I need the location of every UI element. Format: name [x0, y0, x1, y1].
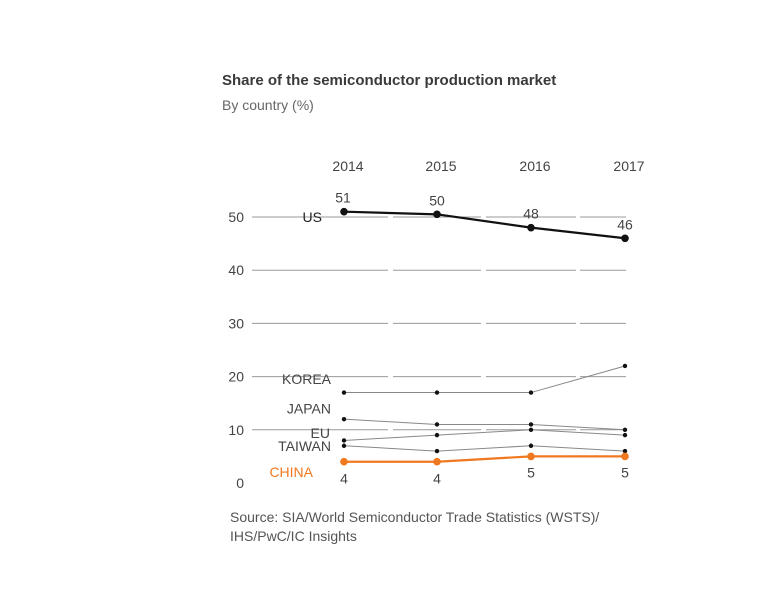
data-point-taiwan: [341, 443, 347, 448]
data-label: 51: [335, 190, 351, 206]
series-label-japan: JAPAN: [287, 401, 331, 417]
data-point-us: [621, 234, 629, 243]
data-point-eu: [528, 427, 534, 432]
data-point-us: [433, 210, 441, 219]
data-point-us: [527, 223, 535, 232]
data-point-japan: [434, 422, 440, 427]
data-point-japan: [528, 422, 534, 427]
data-point-japan: [622, 427, 628, 432]
data-label: 5: [527, 464, 535, 480]
series-line-japan: [343, 418, 626, 431]
data-point-japan: [341, 416, 347, 422]
series-label-us: US: [303, 209, 322, 225]
series-label-taiwan: TAIWAN: [278, 438, 331, 454]
y-tick-label: 30: [228, 315, 244, 331]
x-tick-label: 2017: [613, 158, 644, 174]
data-point-china: [527, 452, 535, 461]
series-label-eu: EU: [311, 425, 330, 441]
series-line-eu: [343, 429, 626, 441]
x-tick-label: 2014: [332, 158, 363, 174]
data-point-korea: [528, 390, 534, 395]
data-label: 4: [433, 471, 441, 487]
series-line-china: [344, 455, 625, 463]
data-point-korea: [341, 390, 347, 395]
source-note: Source: SIA/World Semiconductor Trade St…: [230, 509, 600, 544]
data-point-eu: [622, 432, 628, 438]
data-label: 48: [523, 206, 539, 222]
data-label: 46: [617, 216, 633, 232]
series-line-us: [343, 210, 626, 240]
data-point-taiwan: [434, 448, 440, 454]
data-point-china: [621, 452, 629, 461]
chart-title: Share of the semiconductor production ma…: [222, 72, 557, 89]
series-label-korea: KOREA: [282, 371, 332, 387]
data-point-china: [340, 457, 348, 466]
data-label: 50: [429, 192, 445, 208]
y-tick-label: 20: [228, 369, 244, 385]
data-label: 4: [340, 471, 348, 487]
y-tick-label: 40: [228, 262, 244, 278]
data-point-eu: [341, 438, 347, 443]
x-tick-label: 2016: [519, 158, 550, 174]
x-tick-label: 2015: [425, 158, 456, 174]
data-point-korea: [434, 390, 440, 395]
series-label-china: CHINA: [269, 464, 313, 480]
y-tick-label: 0: [236, 475, 244, 491]
y-tick-label: 10: [228, 422, 244, 438]
chart-subtitle: By country (%): [222, 97, 314, 113]
data-point-taiwan: [622, 448, 628, 454]
y-tick-label: 50: [228, 209, 244, 225]
data-point-eu: [434, 432, 440, 438]
data-point-taiwan: [528, 443, 534, 448]
data-point-china: [433, 457, 441, 466]
series-line-taiwan: [343, 445, 626, 452]
data-point-us: [340, 207, 348, 216]
series-line-korea: [344, 365, 626, 394]
data-point-korea: [622, 363, 628, 369]
data-label: 5: [621, 464, 629, 480]
